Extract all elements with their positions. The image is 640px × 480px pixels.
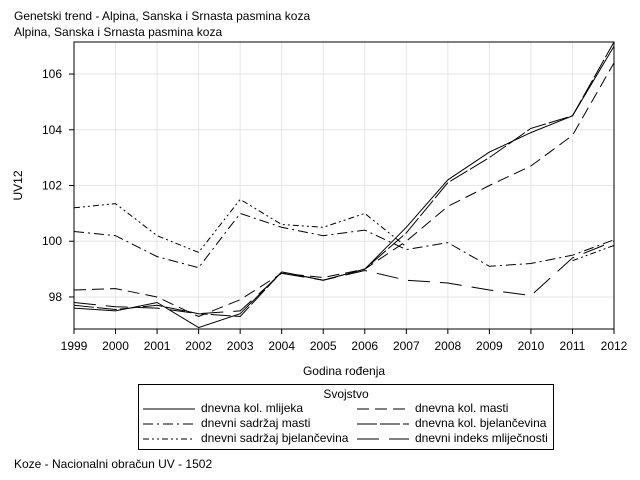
y-axis-label: UV12 [11, 170, 25, 200]
legend-swatch [357, 408, 409, 410]
series-line [73, 240, 615, 315]
x-tick-label: 2005 [310, 339, 337, 353]
x-tick-label: 2007 [393, 339, 420, 353]
y-axis: 98 100 102 104 106 [42, 67, 74, 304]
legend-label: dnevni sadržaj bjelančevina [201, 431, 349, 445]
legend-label: dnevni indeks mliječnosti [415, 431, 548, 445]
x-tick-label: 2000 [102, 339, 129, 353]
series-line [73, 62, 615, 318]
series-line [73, 198, 615, 262]
x-tick-label: 2006 [351, 339, 378, 353]
legend-swatch [143, 408, 195, 410]
chart-title: Genetski trend - Alpina, Sanska i Srnast… [14, 9, 311, 23]
y-tick-label: 98 [49, 290, 63, 304]
y-tick-label: 104 [42, 123, 62, 137]
legend-swatch [357, 423, 409, 425]
x-tick-label: 2009 [476, 339, 503, 353]
x-tick-label: 2011 [560, 339, 586, 353]
legend-label: dnevna kol. masti [415, 401, 509, 415]
legend-label: dnevni sadržaj masti [201, 416, 311, 430]
x-tick-label: 2010 [518, 339, 545, 353]
x-tick-label: 2003 [227, 339, 254, 353]
legend-swatch [357, 438, 409, 440]
series-line [73, 212, 615, 269]
legend-swatch [143, 423, 195, 425]
line-chart: 1999 2000 2001 2002 2003 2004 2005 2006 2007 2008… [11, 41, 628, 378]
series-lines [73, 41, 615, 329]
legend: Svojstvo dnevna kol. mlijeka dnevna kol.… [138, 384, 554, 450]
legend-swatch [143, 438, 195, 440]
gridlines [73, 42, 615, 329]
y-tick-label: 100 [42, 234, 62, 248]
x-axis-label: Godina rođenja [303, 364, 385, 378]
x-tick-label: 2004 [268, 339, 295, 353]
y-tick-label: 106 [42, 67, 62, 81]
x-tick-label: 2001 [144, 339, 171, 353]
legend-title: Svojstvo [323, 387, 369, 401]
x-axis: 1999 2000 2001 2002 2003 2004 2005 2006 2007 2008… [61, 329, 628, 353]
y-tick-label: 102 [42, 179, 62, 193]
footnote: Koze - Nacionalni obračun UV - 1502 [14, 457, 213, 471]
series-line [73, 45, 615, 329]
series-line [73, 41, 615, 318]
chart-subtitle: Alpina, Sanska i Srnasta pasmina koza [14, 25, 223, 39]
legend-label: dnevna kol. bjelančevina [415, 416, 547, 430]
x-tick-label: 1999 [61, 339, 88, 353]
x-tick-label: 2008 [434, 339, 461, 353]
x-tick-label: 2012 [601, 339, 628, 353]
legend-label: dnevna kol. mlijeka [201, 401, 304, 415]
x-tick-label: 2002 [185, 339, 212, 353]
